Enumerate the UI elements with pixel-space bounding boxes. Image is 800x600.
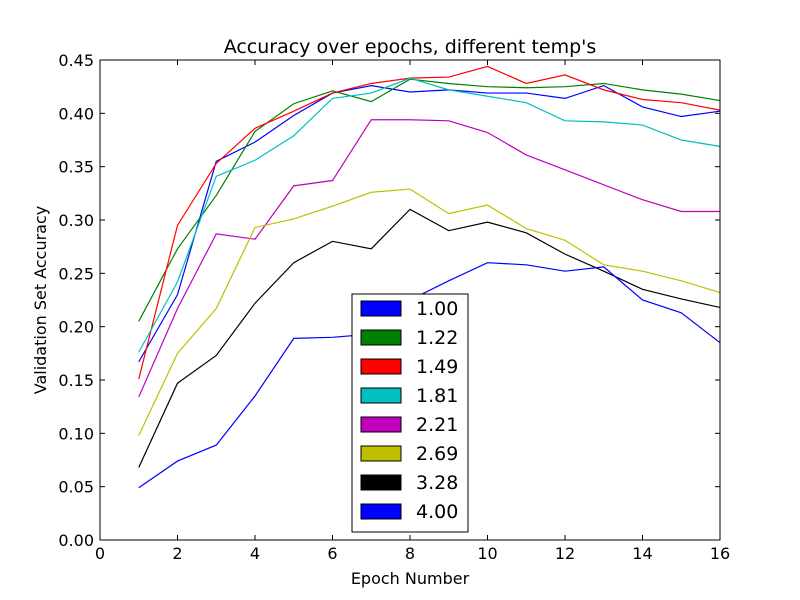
series-line-1 [138,84,721,363]
legend-swatch-2 [360,329,402,346]
legend-swatch-6 [360,445,402,462]
legend-swatch-3 [360,358,402,375]
chart-title: Accuracy over epochs, different temp's [224,36,597,58]
y-tick-label: 0.25 [58,264,94,283]
legend-label-2: 1.22 [416,327,458,349]
y-axis-title: Validation Set Accuracy [31,206,50,395]
y-tick-label: 0.20 [58,318,94,337]
y-tick-label: 0.05 [58,478,94,497]
y-tick-label: 0.30 [58,211,94,230]
y-tick-label: 0.00 [58,531,94,550]
y-tick-label: 0.45 [58,51,94,70]
x-tick-label: 4 [250,544,260,563]
y-tick-label: 0.35 [58,158,94,177]
legend-label-6: 2.69 [416,443,458,465]
x-tick-label: 6 [327,544,337,563]
series-line-8 [138,262,721,489]
x-tick-label: 8 [405,544,415,563]
legend: 1.00 1.22 1.49 1.81 2.21 2.69 3.28 4.00 [351,293,469,533]
legend-label-7: 3.28 [416,472,458,494]
y-tick-label: 0.15 [58,371,94,390]
x-tick-label: 0 [95,544,105,563]
legend-label-8: 4.00 [416,501,458,523]
series-lines [138,65,721,489]
series-line-6 [138,188,721,436]
axis-ticks: 0 2 4 6 8 10 12 14 16 0.00 0.05 0.10 0.15 0.20 0.25 0.3… [58,51,730,563]
legend-swatch-5 [360,416,402,433]
x-tick-label: 2 [172,544,182,563]
legend-label-3: 1.49 [416,356,458,378]
series-line-5 [138,119,720,398]
legend-label-5: 2.21 [416,414,458,436]
x-tick-label: 16 [710,544,730,563]
legend-swatch-8 [360,503,402,520]
x-axis-title: Epoch Number [351,569,470,588]
x-tick-label: 14 [632,544,652,563]
series-line-7 [138,208,721,468]
legend-label-4: 1.81 [416,385,458,407]
y-tick-label: 0.40 [58,104,94,123]
x-tick-label: 12 [555,544,575,563]
legend-swatch-7 [360,474,402,491]
legend-swatch-4 [360,387,402,404]
series-line-4 [138,77,721,353]
series-line-2 [138,78,721,322]
x-tick-label: 10 [477,544,497,563]
legend-swatch-1 [360,300,402,317]
legend-label-1: 1.00 [416,298,458,320]
y-tick-label: 0.10 [58,424,94,443]
series-line-3 [138,65,721,380]
